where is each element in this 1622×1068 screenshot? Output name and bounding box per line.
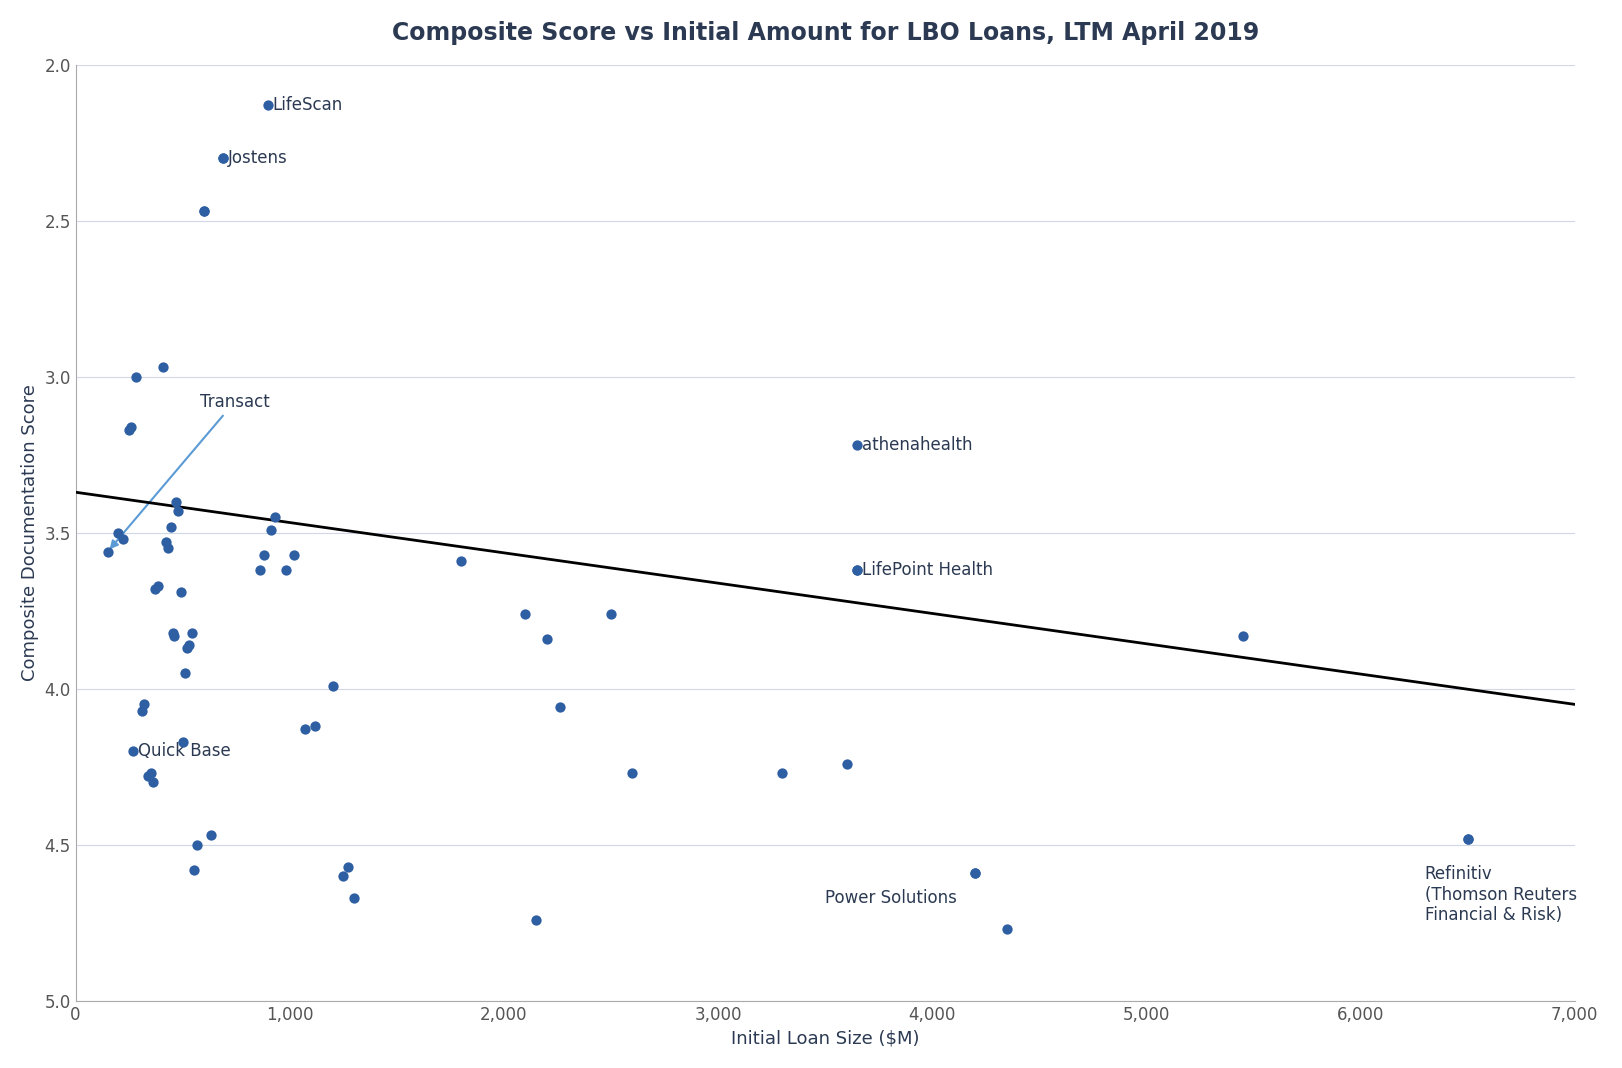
Point xyxy=(962,864,988,881)
Point xyxy=(172,664,198,681)
Point xyxy=(138,765,164,782)
Point xyxy=(845,562,871,579)
Point xyxy=(130,702,156,719)
Point xyxy=(303,718,329,735)
Point xyxy=(513,606,539,623)
Point xyxy=(769,765,795,782)
Point xyxy=(182,861,208,878)
Point xyxy=(174,640,200,657)
Point xyxy=(120,742,146,759)
Point xyxy=(105,524,131,541)
Point xyxy=(994,921,1020,938)
Point xyxy=(281,546,307,563)
Point xyxy=(151,359,177,376)
Title: Composite Score vs Initial Amount for LBO Loans, LTM April 2019: Composite Score vs Initial Amount for LB… xyxy=(391,21,1259,45)
Point xyxy=(599,606,624,623)
Text: Quick Base: Quick Base xyxy=(138,742,230,760)
Point xyxy=(118,419,144,436)
Point xyxy=(198,827,224,844)
Point xyxy=(211,150,237,167)
Point xyxy=(1229,627,1255,644)
Text: Refinitiv
(Thomson Reuters
Financial & Risk): Refinitiv (Thomson Reuters Financial & R… xyxy=(1424,865,1577,925)
Point xyxy=(292,721,318,738)
Point xyxy=(247,562,272,579)
Point xyxy=(141,580,167,597)
Point xyxy=(180,624,206,641)
Point xyxy=(341,890,367,907)
Text: Transact: Transact xyxy=(110,393,269,548)
Point xyxy=(261,508,287,525)
Point xyxy=(272,562,298,579)
Point xyxy=(534,630,560,647)
Point xyxy=(154,539,180,556)
Point xyxy=(258,521,284,538)
Point xyxy=(183,836,209,853)
Point xyxy=(191,203,217,220)
Point xyxy=(962,864,988,881)
Point xyxy=(320,677,345,694)
Point xyxy=(448,552,474,569)
Y-axis label: Composite Documentation Score: Composite Documentation Score xyxy=(21,384,39,681)
Point xyxy=(251,546,277,563)
Point xyxy=(164,493,190,511)
Point xyxy=(834,755,860,772)
Point xyxy=(170,734,196,751)
Point xyxy=(331,867,357,884)
Point xyxy=(211,150,237,167)
Point xyxy=(845,437,871,454)
X-axis label: Initial Loan Size ($M): Initial Loan Size ($M) xyxy=(732,1030,920,1047)
Point xyxy=(167,583,193,600)
Point xyxy=(547,698,573,716)
Point xyxy=(161,624,187,641)
Point xyxy=(620,765,646,782)
Point xyxy=(157,518,183,535)
Point xyxy=(1455,830,1481,847)
Point xyxy=(123,368,149,386)
Point xyxy=(165,502,191,519)
Text: Jostens: Jostens xyxy=(227,150,287,168)
Point xyxy=(94,543,120,560)
Text: Power Solutions: Power Solutions xyxy=(826,889,957,907)
Text: LifePoint Health: LifePoint Health xyxy=(861,561,993,579)
Point xyxy=(139,774,165,791)
Point xyxy=(136,768,162,785)
Text: LifeScan: LifeScan xyxy=(272,96,342,114)
Point xyxy=(255,97,281,114)
Point xyxy=(152,534,178,551)
Point xyxy=(131,696,157,713)
Point xyxy=(144,578,170,595)
Text: athenahealth: athenahealth xyxy=(861,437,972,455)
Point xyxy=(161,627,187,644)
Point xyxy=(117,421,143,438)
Point xyxy=(522,911,548,928)
Point xyxy=(191,203,217,220)
Point xyxy=(110,531,136,548)
Point xyxy=(334,858,360,875)
Point xyxy=(177,637,203,654)
Point xyxy=(845,562,871,579)
Point xyxy=(1455,830,1481,847)
